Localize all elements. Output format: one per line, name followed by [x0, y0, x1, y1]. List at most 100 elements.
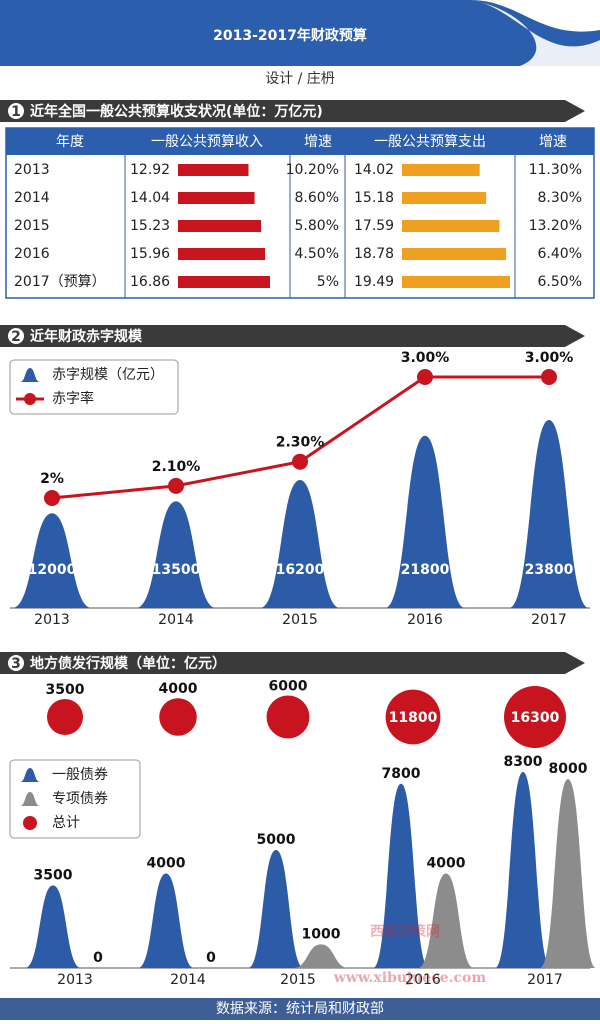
- total-circle: [47, 699, 83, 735]
- column-header: 增速: [304, 134, 332, 150]
- line-value-label: 2%: [40, 471, 64, 487]
- section-number: 1: [11, 104, 21, 120]
- header-swoop: [470, 0, 600, 66]
- expense-growth-cell: 6.40%: [538, 246, 582, 262]
- section-number-badge: [8, 655, 24, 671]
- bell-bar: [12, 513, 92, 608]
- legend-icon: [20, 368, 40, 382]
- bell-value-label: 0: [206, 950, 216, 966]
- income-growth-cell: 8.60%: [295, 190, 339, 206]
- income-cell: 16.86: [130, 274, 170, 290]
- x-tick-label: 2015: [282, 612, 318, 628]
- legend-label: 赤字规模（亿元）: [52, 367, 164, 383]
- expense-bar: [402, 192, 487, 204]
- income-bar: [178, 276, 270, 288]
- line-point: [168, 477, 184, 494]
- total-circle: [159, 698, 197, 736]
- legend-box: [9, 759, 141, 839]
- legend-label: 总计: [52, 815, 80, 831]
- total-value-label: 3500: [46, 682, 85, 698]
- line-value-label: 2.10%: [152, 459, 201, 475]
- line-value-label: 3.00%: [525, 350, 574, 366]
- expense-cell: 19.49: [354, 274, 394, 290]
- bell-bar: [138, 873, 194, 968]
- expense-bar: [402, 220, 500, 232]
- year-cell: 2017（预算）: [14, 274, 106, 290]
- expense-bar: [402, 164, 480, 176]
- line-point: [44, 490, 60, 506]
- legend-label: 赤字率: [52, 390, 94, 407]
- expense-growth-cell: 6.50%: [538, 274, 582, 290]
- total-circle: [266, 695, 310, 739]
- income-growth-cell: 10.20%: [286, 162, 339, 178]
- income-cell: 15.23: [130, 218, 170, 234]
- year-cell: 2015: [14, 218, 50, 234]
- expense-cell: 15.18: [354, 190, 394, 206]
- bell-value-label: 1000: [302, 926, 341, 942]
- section-title: 地方债发行规模（单位：亿元）: [30, 655, 226, 672]
- x-tick-label: 2013: [34, 612, 70, 628]
- bell-value-label: 13500: [152, 562, 201, 578]
- source: 数据来源：统计局和财政部: [216, 1001, 384, 1017]
- total-value-label: 6000: [269, 679, 308, 695]
- bell-bar: [509, 420, 589, 608]
- total-circle: [504, 686, 566, 748]
- footer-band: [0, 998, 600, 1020]
- legend-icon: [20, 768, 40, 782]
- legend-icon: [24, 393, 36, 405]
- bell-bar: [293, 944, 349, 968]
- income-growth-cell: 5%: [317, 274, 339, 290]
- section-number: 3: [11, 656, 21, 672]
- credit: 设计 / 庄枬: [265, 70, 335, 87]
- column-header: 一般公共预算支出: [374, 134, 486, 150]
- legend-icon: [20, 792, 40, 806]
- bell-bar: [418, 873, 474, 968]
- section-bar: [0, 652, 585, 674]
- bell-value-label: 12000: [28, 562, 77, 578]
- section-number-badge: [8, 328, 24, 344]
- legend-label: 专项债券: [52, 791, 108, 807]
- x-tick-label: 2013: [57, 972, 93, 988]
- expense-bar: [402, 248, 507, 260]
- legend-icon: [23, 816, 37, 830]
- watermark-url: www.xibujuece.com: [333, 970, 487, 986]
- page-title: 2013-2017年财政预算: [213, 27, 367, 44]
- header-swoop: [470, 0, 600, 32]
- income-bar: [178, 248, 266, 260]
- bell-value-label: 23800: [525, 562, 574, 578]
- bell-bar: [373, 783, 429, 968]
- year-cell: 2014: [14, 190, 50, 206]
- expense-bar: [402, 276, 510, 288]
- total-value-label: 11800: [389, 710, 438, 726]
- income-bar: [178, 192, 255, 204]
- x-tick-label: 2017: [531, 612, 567, 628]
- bell-bar: [248, 849, 304, 968]
- line-value-label: 2.30%: [276, 435, 325, 451]
- bell-value-label: 5000: [257, 832, 296, 848]
- bell-bar: [540, 779, 596, 968]
- watermark: 西部决策网: [370, 923, 440, 940]
- table-header: [6, 128, 594, 155]
- bell-value-label: 3500: [34, 867, 73, 883]
- income-growth-cell: 4.50%: [295, 246, 339, 262]
- bell-bar: [260, 480, 340, 608]
- expense-cell: 18.78: [354, 246, 394, 262]
- bell-value-label: 0: [93, 950, 103, 966]
- income-cell: 14.04: [130, 190, 170, 206]
- x-tick-label: 2016: [405, 972, 441, 988]
- legend-box: [9, 359, 179, 415]
- x-tick-label: 2016: [407, 612, 443, 628]
- bell-bar: [495, 772, 551, 968]
- bell-value-label: 7800: [382, 766, 421, 782]
- bell-value-label: 16200: [276, 562, 325, 578]
- total-value-label: 4000: [159, 681, 198, 697]
- expense-cell: 17.59: [354, 218, 394, 234]
- bell-value-label: 8300: [504, 754, 543, 770]
- x-tick-label: 2015: [280, 972, 316, 988]
- section-bar: [0, 100, 585, 122]
- year-cell: 2013: [14, 162, 50, 178]
- income-cell: 12.92: [130, 162, 170, 178]
- bell-bar: [385, 435, 465, 608]
- content: 1 近年全国一般公共预算收支状况(单位：万亿元) 年度 一般公共预算收入 增速 一般公共预…: [0, 100, 596, 988]
